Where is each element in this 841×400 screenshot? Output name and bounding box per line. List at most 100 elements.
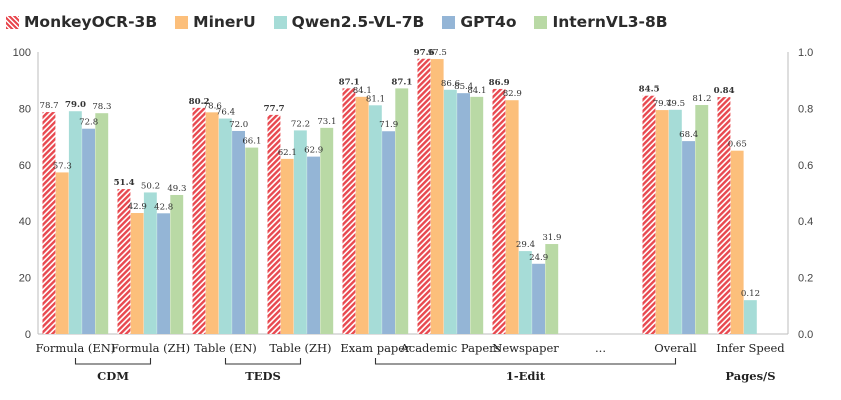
bar-mineru-overall (655, 110, 669, 334)
y2-tick-label: 1.0 (798, 47, 813, 59)
bar-gpt4o-academic-papers (457, 93, 470, 334)
bar-qwen2-5-vl-7b-exam-paper (368, 105, 382, 334)
bar-internvl3-8b-overall (695, 105, 709, 335)
y2-tick-label: 0.0 (798, 329, 813, 341)
bar-monkeyocr-3b-table-zh (267, 114, 281, 334)
value-label: 80.2 (189, 97, 210, 107)
y-tick-label: 20 (19, 273, 31, 285)
value-label: 73.1 (317, 117, 336, 127)
x-tick-label-academic-papers: Academic Papers (399, 341, 500, 355)
x-tick-label-infer-speed: Infer Speed (716, 341, 785, 355)
x-tick-label-table-zh: Table (ZH) (269, 341, 331, 355)
y2-tick-label: 0.4 (798, 216, 813, 228)
value-label: 71.9 (379, 120, 398, 130)
value-label: 29.4 (516, 240, 536, 250)
group-label-teds: TEDS (245, 369, 281, 383)
value-label: 78.6 (203, 101, 222, 111)
value-label: 79.4 (653, 99, 673, 109)
value-label: 66.1 (242, 137, 261, 147)
legend-label: GPT4o (460, 13, 517, 31)
value-label: 68.4 (679, 130, 699, 140)
legend-swatch (175, 15, 189, 29)
group-bracket-1-edit (374, 358, 677, 365)
bar-internvl3-8b-table-zh (320, 127, 334, 334)
value-label: 87.1 (339, 77, 360, 87)
legend-label: InternVL3-8B (552, 13, 668, 31)
bar-internvl3-8b-formula-zh (170, 194, 184, 334)
value-label: 57.3 (53, 161, 72, 171)
legend-item-monkeyocr-3b: MonkeyOCR-3B (6, 13, 157, 31)
bar-gpt4o-formula-zh (157, 213, 170, 334)
y-tick-label: 60 (19, 160, 31, 172)
bar-qwen2-5-vl-7b-overall (668, 109, 682, 334)
value-label: 97.5 (428, 48, 447, 58)
value-label: 78.7 (40, 101, 59, 111)
y-tick-label: 40 (19, 216, 31, 228)
x-tick-label-ellipsis: ... (595, 341, 606, 355)
chart-legend: MonkeyOCR-3B MinerU Qwen2.5-VL-7B GPT4o Inte… (6, 4, 668, 40)
legend-item-internvl3-8b: InternVL3-8B (534, 13, 668, 31)
y-tick-label: 100 (13, 47, 31, 59)
value-label: 87.1 (391, 77, 412, 87)
legend-item-mineru: MinerU (175, 13, 256, 31)
bar-gpt4o-table-en (232, 130, 245, 334)
group-label-cdm: CDM (97, 369, 129, 383)
bar-mineru-table-en (205, 112, 219, 335)
value-label: 86.6 (441, 79, 460, 89)
bar-internvl3-8b-table-en (245, 147, 259, 334)
legend-item-qwen2-5-vl-7b: Qwen2.5-VL-7B (273, 13, 425, 31)
value-label: 97.6 (414, 48, 435, 58)
value-label: 77.7 (264, 104, 285, 114)
y2-tick-label: 0.2 (798, 273, 813, 285)
bar-monkeyocr-3b-table-en (192, 107, 206, 334)
bar-qwen2-5-vl-7b-table-zh (293, 130, 307, 334)
legend-swatch (6, 15, 19, 29)
x-tick-label-formula-zh: Formula (ZH) (111, 341, 190, 355)
bar-mineru-formula-zh (130, 213, 144, 334)
value-label: 72.8 (79, 118, 98, 128)
value-label: 81.1 (366, 94, 385, 104)
bar-internvl3-8b-academic-papers (470, 96, 484, 334)
x-tick-label-exam-paper: Exam paper (340, 341, 411, 355)
value-label: 79.5 (666, 99, 685, 109)
value-label: 42.8 (154, 202, 173, 212)
value-label: 31.9 (542, 233, 561, 243)
y-tick-label: 80 (19, 103, 31, 115)
group-label-1-edit: 1-Edit (506, 369, 546, 383)
bar-internvl3-8b-exam-paper (395, 88, 409, 335)
bar-mineru-infer-speed (730, 150, 744, 334)
value-label: 42.9 (128, 202, 147, 212)
value-label: 81.2 (692, 94, 711, 104)
bar-gpt4o-table-zh (307, 156, 320, 334)
value-label: 78.3 (92, 102, 111, 112)
value-label: 79.0 (65, 100, 86, 110)
bar-gpt4o-newspaper (532, 263, 545, 334)
value-label: 62.9 (304, 146, 323, 156)
value-label: 84.1 (353, 86, 372, 96)
value-label: 84.5 (639, 85, 660, 95)
value-label: 72.0 (229, 120, 248, 130)
value-label: 49.3 (167, 184, 186, 194)
bar-monkeyocr-3b-academic-papers (417, 58, 431, 334)
legend-label: Qwen2.5-VL-7B (291, 13, 425, 31)
value-label: 51.4 (114, 178, 135, 188)
value-label: 0.84 (714, 86, 735, 96)
y2-tick-label: 0.8 (798, 103, 813, 115)
legend-swatch (442, 15, 456, 29)
bar-gpt4o-exam-paper (382, 131, 395, 334)
value-label: 62.1 (278, 148, 297, 158)
value-label: 82.9 (503, 89, 522, 99)
bar-gpt4o-overall (682, 141, 695, 334)
legend-item-gpt4o: GPT4o (442, 13, 516, 31)
bar-monkeyocr-3b-exam-paper (342, 88, 356, 335)
group-label-pages-s: Pages/S (725, 369, 775, 383)
y2-tick-label: 0.6 (798, 160, 813, 172)
bar-monkeyocr-3b-newspaper (492, 88, 506, 334)
bar-qwen2-5-vl-7b-formula-zh (143, 192, 157, 334)
bar-qwen2-5-vl-7b-formula-en (68, 111, 82, 334)
legend-swatch (273, 15, 287, 29)
x-tick-label-newspaper: Newspaper (492, 341, 559, 355)
x-tick-label-table-en: Table (EN) (194, 341, 257, 355)
bar-mineru-exam-paper (355, 96, 369, 334)
